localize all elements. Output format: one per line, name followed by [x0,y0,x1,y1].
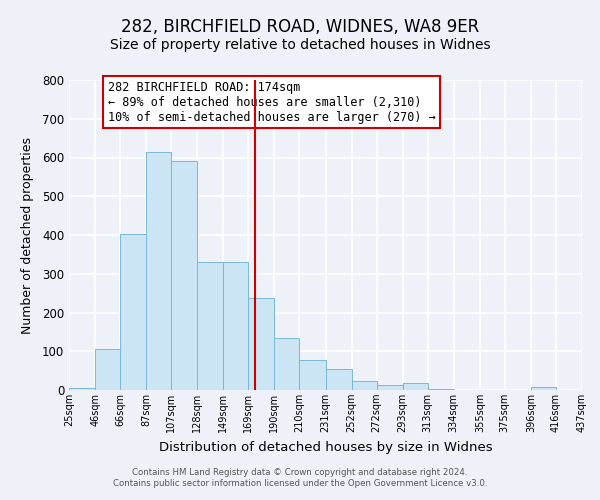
Bar [377,385,403,390]
Text: 282 BIRCHFIELD ROAD: 174sqm
← 89% of detached houses are smaller (2,310)
10% of : 282 BIRCHFIELD ROAD: 174sqm ← 89% of det… [107,81,436,124]
Bar [69,388,95,390]
Text: Size of property relative to detached houses in Widnes: Size of property relative to detached ho… [110,38,490,52]
Bar [146,152,171,390]
Text: 282, BIRCHFIELD ROAD, WIDNES, WA8 9ER: 282, BIRCHFIELD ROAD, WIDNES, WA8 9ER [121,18,479,36]
Bar [274,338,299,390]
Bar [248,298,274,390]
Bar [95,348,120,390]
Bar [352,381,377,390]
Bar [428,389,454,390]
Bar [299,360,325,390]
X-axis label: Distribution of detached houses by size in Widnes: Distribution of detached houses by size … [158,440,493,454]
Bar [120,234,146,390]
Y-axis label: Number of detached properties: Number of detached properties [20,136,34,334]
Bar [197,262,223,390]
Bar [223,262,248,390]
Bar [325,370,352,390]
Bar [403,384,428,390]
Text: Contains HM Land Registry data © Crown copyright and database right 2024.
Contai: Contains HM Land Registry data © Crown c… [113,468,487,487]
Bar [531,387,556,390]
Bar [171,162,197,390]
